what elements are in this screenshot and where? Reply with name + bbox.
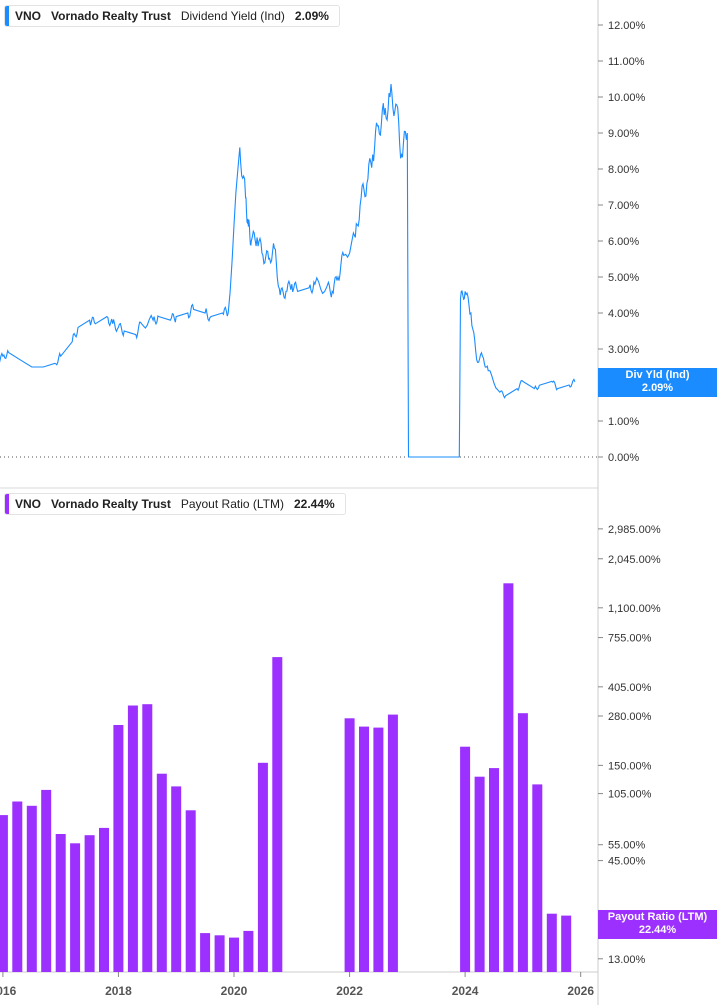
payout-bar xyxy=(214,935,225,972)
y-tick-label: 7.00% xyxy=(608,200,639,212)
payout-bar xyxy=(344,718,355,972)
y-tick-label: 2,045.00% xyxy=(608,554,661,566)
y-tick-label: 150.00% xyxy=(608,760,652,772)
y-tick-label: 4.00% xyxy=(608,308,639,320)
x-tick-label: 2018 xyxy=(105,984,132,998)
dividend-yield-swatch xyxy=(5,6,9,26)
y-tick-label: 1,100.00% xyxy=(608,603,661,615)
payout-bar xyxy=(517,713,528,972)
payout-bar xyxy=(171,786,182,972)
dividend-yield-y-axis: 12.00% 11.00% 10.00% 9.00% 8.00% 7.00% 6.00% 5.… xyxy=(598,20,646,464)
legend-series-name: Dividend Yield (Ind) xyxy=(180,9,285,23)
payout-bar xyxy=(229,937,239,972)
payout-bar xyxy=(41,789,52,972)
payout-bar xyxy=(532,784,543,972)
x-tick-label: 2020 xyxy=(221,984,248,998)
payout-ratio-tag-value: 22.44% xyxy=(638,924,677,936)
payout-bar xyxy=(26,805,37,972)
payout-bar xyxy=(185,810,196,972)
x-tick-label: 2026 xyxy=(567,984,594,998)
y-tick-label: 755.00% xyxy=(608,633,652,645)
payout-bar xyxy=(489,768,499,972)
payout-bar xyxy=(503,583,514,972)
payout-bar xyxy=(460,746,471,972)
y-tick-label: 45.00% xyxy=(608,856,646,868)
payout-bar xyxy=(200,933,211,972)
legend-company: Vornado Realty Trust xyxy=(51,9,171,23)
y-tick-label: 1.00% xyxy=(608,416,639,428)
x-tick-label: 2016 xyxy=(0,984,17,998)
dividend-yield-tag-label: Div Yld (Ind) xyxy=(625,369,690,381)
x-tick-label: 2022 xyxy=(336,984,363,998)
dividend-yield-plot xyxy=(0,83,576,458)
y-tick-label: 9.00% xyxy=(608,128,639,140)
dividend-yield-value-tag: Div Yld (Ind) 2.09% xyxy=(598,368,717,397)
payout-bar xyxy=(113,725,124,972)
payout-ratio-value-tag: Payout Ratio (LTM) 22.44% xyxy=(598,910,717,939)
payout-bar xyxy=(70,843,81,972)
y-tick-label: 3.00% xyxy=(608,344,639,356)
y-tick-label: 105.00% xyxy=(608,789,652,801)
dividend-yield-line xyxy=(0,83,576,458)
x-tick-label: 2024 xyxy=(452,984,479,998)
payout-bar xyxy=(272,657,283,972)
y-tick-label: 11.00% xyxy=(608,56,645,68)
legend-company: Vornado Realty Trust xyxy=(51,497,171,511)
payout-bar xyxy=(373,727,384,972)
y-tick-label: 8.00% xyxy=(608,164,639,176)
payout-bar xyxy=(257,762,268,972)
payout-bar xyxy=(55,834,66,972)
payout-bar xyxy=(387,714,398,972)
dividend-yield-legend: VNO Vornado Realty Trust Dividend Yield … xyxy=(4,5,340,27)
payout-ratio-y-axis: 2,985.00% 2,045.00% 1,100.00% 755.00% 405.00… xyxy=(598,524,661,966)
y-tick-label: 10.00% xyxy=(608,92,646,104)
y-tick-label: 5.00% xyxy=(608,272,639,284)
legend-current-value: 2.09% xyxy=(294,9,329,23)
y-tick-label: 2,985.00% xyxy=(608,524,661,536)
payout-bar xyxy=(99,827,109,972)
payout-bar xyxy=(546,913,557,972)
payout-bar xyxy=(359,726,369,972)
payout-bar xyxy=(84,835,95,972)
payout-bar xyxy=(12,801,23,972)
legend-series-name: Payout Ratio (LTM) xyxy=(180,497,284,511)
payout-ratio-swatch xyxy=(5,494,9,514)
payout-bar xyxy=(561,915,572,972)
y-tick-label: 280.00% xyxy=(608,711,652,723)
payout-ratio-plot xyxy=(0,583,572,972)
dividend-yield-tag-value: 2.09% xyxy=(641,382,674,394)
payout-bar xyxy=(243,930,254,972)
y-tick-label: 13.00% xyxy=(608,954,646,966)
payout-bar xyxy=(0,815,8,972)
x-axis: 2016 2018 2020 2022 2024 2026 xyxy=(0,972,594,998)
legend-current-value: 22.44% xyxy=(293,497,335,511)
payout-ratio-tag-label: Payout Ratio (LTM) xyxy=(607,911,708,923)
y-tick-label: 405.00% xyxy=(608,682,652,694)
y-tick-label: 55.00% xyxy=(608,840,646,852)
y-tick-label: 6.00% xyxy=(608,236,639,248)
payout-bar xyxy=(156,773,167,972)
payout-bar xyxy=(474,776,485,972)
payout-ratio-legend: VNO Vornado Realty Trust Payout Ratio (L… xyxy=(4,493,346,515)
payout-bar xyxy=(142,704,153,972)
y-tick-label: 12.00% xyxy=(608,20,646,32)
legend-ticker: VNO xyxy=(15,497,42,511)
legend-ticker: VNO xyxy=(15,9,42,23)
y-tick-label: 0.00% xyxy=(608,452,639,464)
payout-bar xyxy=(127,705,138,972)
